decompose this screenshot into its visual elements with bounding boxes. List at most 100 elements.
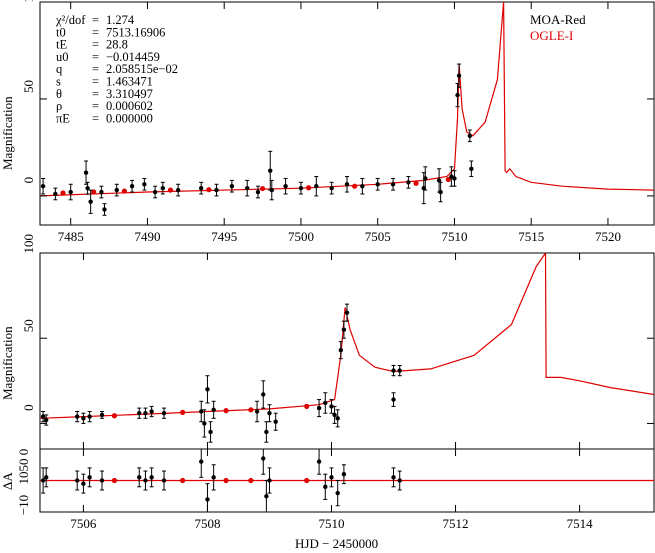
bottom-model-curve	[40, 253, 654, 419]
param-name-1: t0	[56, 25, 66, 39]
top-ogle-point-1	[91, 189, 97, 195]
bottom-moa-point-27	[344, 310, 350, 315]
bottom-moa-point-1	[44, 417, 49, 423]
param-eq-7: =	[92, 99, 99, 113]
top-moa-point-8	[114, 187, 119, 193]
residual-moa-point-1	[44, 475, 49, 480]
top-moa-point-15	[214, 187, 219, 193]
bottom-moa-point-11	[202, 421, 207, 426]
bottom-moa-point-30	[391, 397, 396, 402]
legend-moa: MOA-Red	[530, 12, 586, 27]
param-value-8: 0.000000	[106, 111, 153, 125]
top-ytick-label-2: 100	[21, 0, 36, 3]
top-xtick-label-0: 7485	[58, 229, 84, 244]
param-value-0: 1.274	[106, 13, 135, 27]
top-moa-point-32	[436, 178, 442, 183]
param-name-7: ρ	[56, 99, 62, 113]
top-panel-frame	[39, 1, 655, 226]
residual-ogle-point-0	[111, 477, 118, 484]
bottom-moa-point-7	[143, 411, 148, 416]
top-moa-point-11	[152, 189, 158, 195]
residual-ytick-label-2: 50	[16, 459, 31, 472]
top-moa-point-7	[102, 207, 107, 212]
residual-moa-point-20	[341, 472, 347, 477]
top-moa-point-2	[68, 189, 73, 195]
residual-moa-point-5	[99, 478, 105, 483]
bottom-moa-point-4	[87, 414, 92, 419]
top-xtick-label-1: 7490	[134, 229, 160, 244]
top-moa-point-5	[85, 185, 90, 191]
bottom-moa-point-28	[391, 368, 396, 373]
bottom-ogle-point-3	[248, 407, 254, 413]
bottom-moa-point-17	[264, 429, 269, 435]
bottom-panel-frame	[39, 252, 655, 450]
bottom-ogle-point-1	[180, 409, 186, 415]
residual-moa-point-19	[335, 490, 340, 496]
bottom-panel-plot: 0 50 100	[21, 234, 654, 449]
param-name-5: s	[56, 75, 61, 89]
top-ogle-point-9	[445, 176, 451, 183]
bottom-moa-point-18	[267, 411, 272, 416]
top-xtick-label-3: 7500	[288, 229, 314, 244]
residual-ylabel: ΔA	[0, 472, 15, 490]
residual-clipped	[40, 449, 654, 512]
residual-moa-point-17	[323, 484, 328, 489]
top-moa-point-33	[438, 189, 443, 195]
residual-moa-point-8	[149, 475, 154, 480]
top-xtick-label-2: 7495	[211, 229, 237, 244]
param-value-6: 3.310497	[106, 87, 153, 101]
top-ogle-point-0	[60, 190, 66, 196]
bottom-moa-point-21	[323, 400, 328, 406]
bottom-ogle-point-2	[223, 408, 229, 414]
top-moa-point-22	[298, 185, 304, 191]
param-name-8: πE	[56, 111, 70, 125]
param-value-5: 1.463471	[106, 75, 153, 89]
residual-ogle-point-3	[248, 477, 254, 484]
param-eq-3: =	[92, 50, 99, 64]
residual-moa-point-6	[137, 475, 142, 480]
bottom-moa-point-20	[316, 405, 322, 411]
top-xtick-label-5: 7510	[441, 229, 467, 244]
residual-xtick-label-4: 7514	[567, 516, 594, 531]
param-eq-6: =	[92, 87, 99, 101]
top-panel-plot: 7485 7490 7495 7500 7505 7510 7515 7520 0 50 100	[21, 0, 654, 244]
param-eq-8: =	[92, 111, 99, 125]
bottom-moa-point-23	[332, 412, 337, 418]
bottom-ogle-point-0	[111, 413, 118, 419]
top-moa-point-17	[245, 185, 250, 191]
top-moa-point-23	[314, 184, 319, 189]
top-moa-point-14	[198, 185, 204, 191]
top-moa-point-9	[129, 184, 135, 189]
bottom-moa-point-2	[75, 414, 80, 419]
residual-moa-point-14	[264, 494, 269, 499]
residual-moa-point-22	[397, 478, 402, 483]
top-moa-point-38	[467, 133, 472, 138]
top-moa-point-18	[255, 189, 261, 195]
fit-parameters: χ²/dof = 1.274 t0 = 7513.16906 tE = 28.8 u0 = −0.01…	[55, 13, 178, 125]
param-value-3: −0.014459	[106, 50, 160, 64]
top-moa-point-4	[88, 199, 93, 204]
bottom-moa-point-15	[254, 409, 260, 414]
param-eq-5: =	[92, 75, 99, 89]
xlabel: HJD − 2450000	[295, 536, 378, 551]
top-ogle-point-8	[413, 180, 419, 186]
top-ogle-point-4	[206, 187, 212, 193]
top-clipped	[40, 2, 654, 216]
residual-ytick-label-3: 0	[16, 449, 31, 456]
residual-moa-point-0	[40, 478, 46, 483]
top-moa-point-35	[452, 176, 457, 181]
param-value-4: 2.058515e−02	[106, 62, 178, 76]
top-xtick-label-7: 7520	[595, 229, 621, 244]
bottom-moa-point-22	[329, 404, 334, 409]
param-name-3: u0	[56, 50, 69, 64]
top-moa-point-27	[375, 182, 380, 187]
param-name-0: χ²/dof	[55, 13, 86, 27]
top-moa-point-12	[160, 185, 165, 191]
bottom-moa-point-8	[149, 409, 154, 414]
top-moa-point-29	[406, 180, 411, 185]
bottom-moa-point-5	[99, 412, 105, 418]
residual-moa-point-12	[211, 475, 216, 480]
top-xtick-label-4: 7505	[365, 229, 391, 244]
residual-xtick-label-2: 7510	[318, 516, 344, 531]
